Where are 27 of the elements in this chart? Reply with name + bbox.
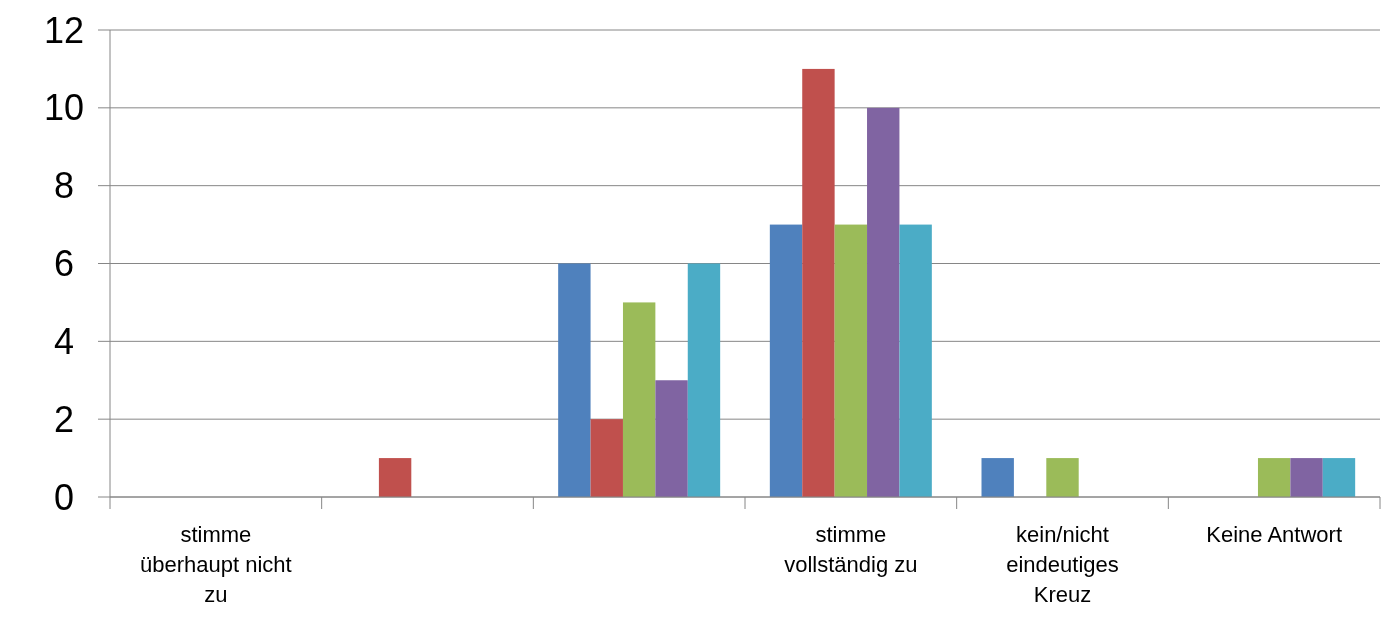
bar bbox=[1046, 458, 1079, 497]
bar bbox=[834, 224, 868, 497]
y-tick-label: 6 bbox=[53, 243, 75, 285]
bar bbox=[622, 302, 656, 497]
y-tick-label: 10 bbox=[43, 87, 85, 129]
x-tick-label: kein/nicht eindeutiges Kreuz bbox=[1006, 522, 1119, 607]
x-tick-label: stimme vollständig zu bbox=[784, 522, 918, 577]
bar bbox=[1290, 458, 1323, 497]
bar bbox=[590, 419, 623, 497]
bar bbox=[1257, 458, 1291, 497]
bar bbox=[1322, 458, 1356, 497]
x-tick-label: stimme überhaupt nicht zu bbox=[140, 522, 292, 607]
bar bbox=[769, 224, 803, 497]
bar bbox=[899, 224, 932, 497]
bar bbox=[558, 263, 591, 497]
y-tick-label: 2 bbox=[53, 398, 75, 440]
bar bbox=[655, 380, 688, 497]
bar bbox=[802, 68, 835, 497]
y-tick-label: 4 bbox=[53, 320, 75, 362]
y-tick-label: 8 bbox=[53, 165, 75, 207]
bar bbox=[867, 107, 900, 497]
y-tick-label: 12 bbox=[43, 9, 85, 51]
y-tick-label: 0 bbox=[53, 476, 75, 518]
bar bbox=[687, 263, 721, 497]
bar bbox=[378, 458, 412, 497]
bar bbox=[981, 458, 1014, 497]
x-tick-label: Keine Antwort bbox=[1206, 522, 1343, 547]
